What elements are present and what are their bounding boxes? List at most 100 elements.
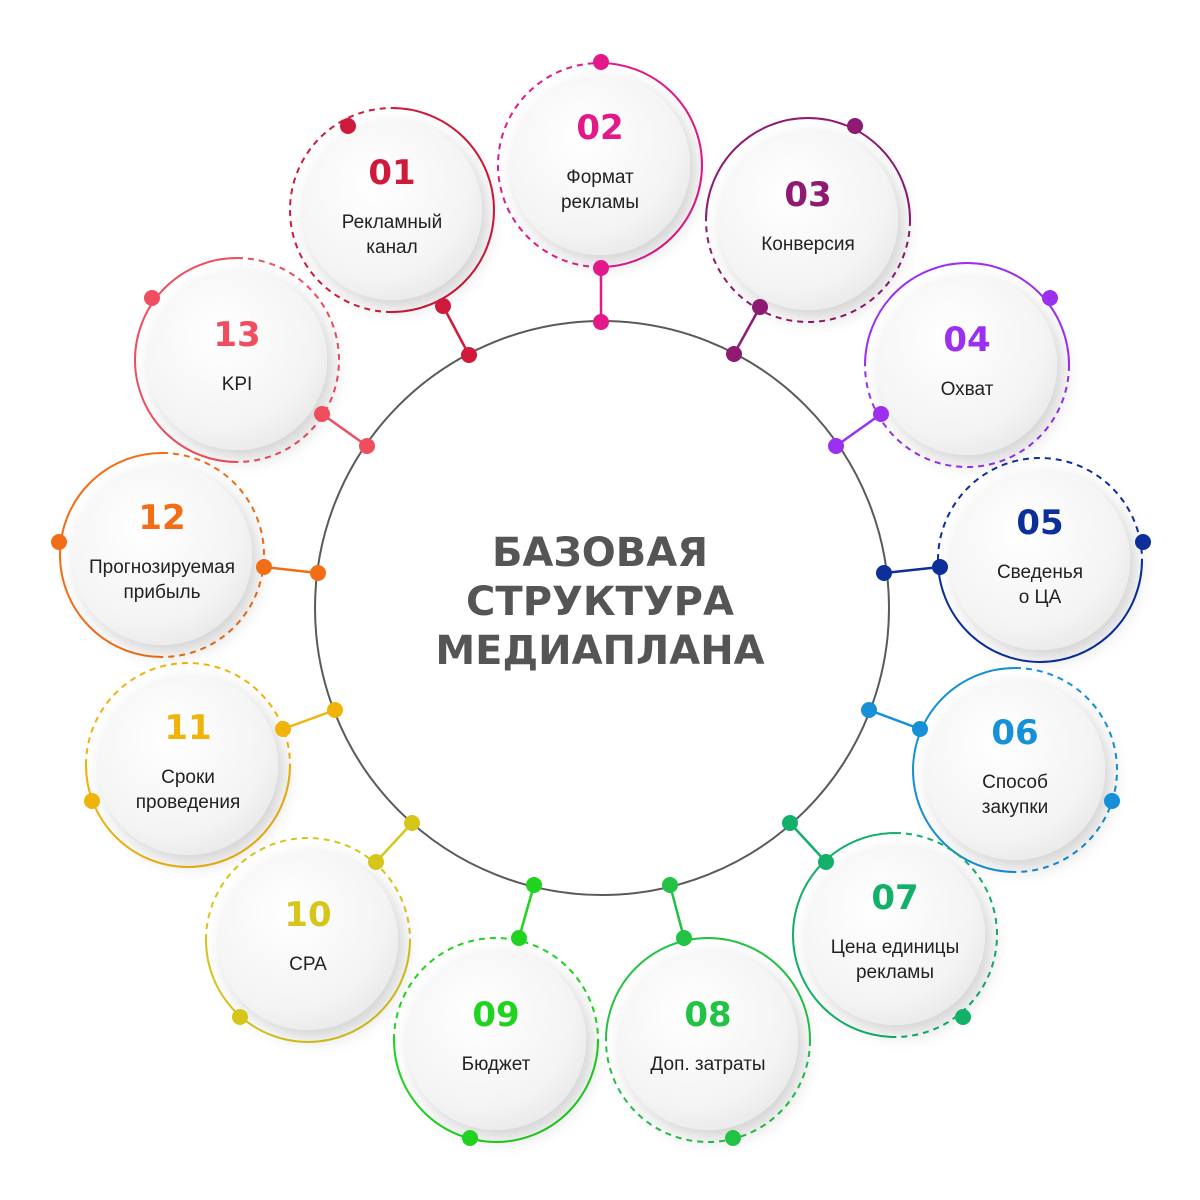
node-08: 08 Доп. затраты xyxy=(605,930,811,1146)
connector-line xyxy=(263,565,319,575)
node-label-line: Способ xyxy=(982,772,1048,793)
connector-line xyxy=(732,306,762,355)
connector-line xyxy=(789,822,827,863)
ring-dashed-arc xyxy=(205,837,411,941)
ring-dashed-arc xyxy=(85,662,291,766)
node-number: 09 xyxy=(472,995,519,1035)
connector-line xyxy=(883,565,941,575)
connector-line xyxy=(517,884,536,939)
node-number: 01 xyxy=(368,153,415,193)
node-label-line: Цена единицы xyxy=(831,937,959,958)
ring-dot xyxy=(340,118,356,134)
node-09: 09 Бюджет xyxy=(393,930,599,1146)
ring-dot xyxy=(593,54,609,70)
ring-solid-arc xyxy=(393,1039,599,1143)
center-ring-dot xyxy=(593,314,609,330)
ring-solid-arc xyxy=(864,262,1070,366)
node-number: 04 xyxy=(943,320,990,360)
ring-dot xyxy=(593,260,609,276)
node-label-line: рекламы xyxy=(856,962,934,983)
center-ring-dot xyxy=(876,565,892,581)
node-bubble xyxy=(72,465,252,645)
node-label-line: Формат xyxy=(566,167,634,188)
center-ring-dot xyxy=(310,565,326,581)
ring-dot xyxy=(275,721,291,737)
node-number: 02 xyxy=(576,108,623,148)
ring-dot xyxy=(955,1009,971,1025)
node-number: 10 xyxy=(284,895,331,935)
title-line-3: МЕДИАПЛАНА xyxy=(435,628,764,674)
node-number: 03 xyxy=(784,175,831,215)
ring-solid-arc xyxy=(912,667,1016,873)
node-label-line: Сроки xyxy=(161,767,215,788)
ring-solid-arc xyxy=(134,257,238,463)
ring-dot xyxy=(725,1130,741,1146)
node-10: 10 CPA xyxy=(205,837,411,1043)
node-label-line: проведения xyxy=(136,792,241,813)
center-ring-dot xyxy=(828,438,844,454)
node-label-line: рекламы xyxy=(561,192,639,213)
ring-dot xyxy=(818,854,834,870)
node-12: 12 Прогнозируемая прибыль xyxy=(51,452,272,658)
node-number: 08 xyxy=(684,995,731,1035)
center-ring-dot xyxy=(461,347,477,363)
ring-dot xyxy=(84,793,100,809)
ring-dot xyxy=(752,299,768,315)
ring-dot xyxy=(1042,290,1058,306)
ring-dot xyxy=(435,298,451,314)
node-number: 06 xyxy=(991,713,1038,753)
ring-dashed-arc xyxy=(605,1039,811,1143)
ring-dot xyxy=(51,534,67,550)
node-label-line: Охват xyxy=(941,379,994,400)
node-bubble xyxy=(805,845,985,1025)
node-bubble xyxy=(877,275,1057,455)
node-bubble xyxy=(98,675,278,855)
ring-dashed-arc xyxy=(236,257,340,463)
ring-solid-arc xyxy=(705,117,911,221)
node-label-line: CPA xyxy=(289,954,327,975)
ring-dot xyxy=(1135,534,1151,550)
center-ring-dot xyxy=(327,702,343,718)
ring-solid-arc xyxy=(59,452,163,658)
ring-dashed-arc xyxy=(393,937,599,1041)
ring-dot xyxy=(932,559,948,575)
ring-dot xyxy=(676,930,692,946)
ring-dot xyxy=(511,930,527,946)
ring-solid-arc xyxy=(85,764,291,868)
node-07: 07 Цена единицы рекламы xyxy=(792,832,998,1038)
node-bubble xyxy=(950,470,1130,650)
node-03: 03 Конверсия xyxy=(705,117,911,323)
nodes-layer: 01 Рекламный канал 02 Формат рекламы 03 Конверс… xyxy=(51,54,1151,1146)
connector-line xyxy=(282,708,336,731)
node-label-line: закупки xyxy=(982,797,1049,818)
ring-dot xyxy=(1104,793,1120,809)
ring-dashed-arc xyxy=(864,364,1070,468)
connector-line xyxy=(321,412,368,448)
ring-solid-arc xyxy=(792,832,896,1038)
ring-solid-arc xyxy=(599,62,703,268)
node-bubble xyxy=(147,270,327,450)
ring-dot xyxy=(873,406,889,422)
connector-line xyxy=(441,305,471,356)
connector-line xyxy=(835,412,882,448)
ring-solid-arc xyxy=(605,937,811,1041)
node-number: 05 xyxy=(1016,503,1063,543)
node-bubble xyxy=(406,950,586,1130)
node-number: 13 xyxy=(213,315,260,355)
connectors xyxy=(263,268,941,939)
node-number: 07 xyxy=(871,878,918,918)
node-bubble xyxy=(718,130,898,310)
center-ring-dot xyxy=(726,346,742,362)
ring-dot xyxy=(368,854,384,870)
ring-dot xyxy=(144,290,160,306)
ring-dashed-arc xyxy=(894,832,998,1038)
node-13: 13 KPI xyxy=(134,257,340,463)
node-label-line: Доп. затраты xyxy=(650,1054,765,1075)
node-label-line: прибыль xyxy=(124,582,201,603)
node-label-line: KPI xyxy=(222,374,253,395)
ring-dashed-arc xyxy=(289,107,393,313)
ring-dashed-arc xyxy=(497,62,601,268)
ring-solid-arc xyxy=(205,939,411,1043)
center-ring-dot xyxy=(861,702,877,718)
